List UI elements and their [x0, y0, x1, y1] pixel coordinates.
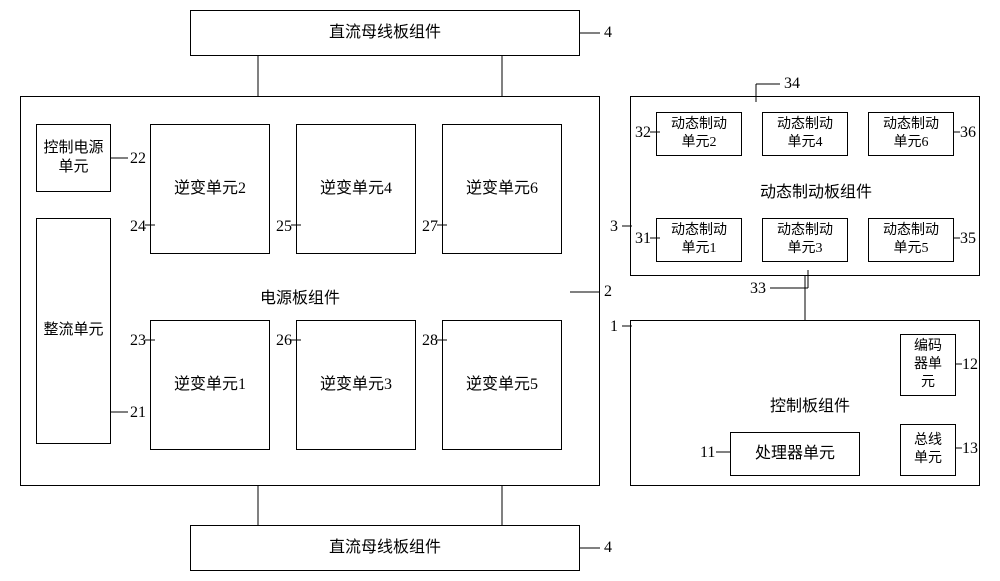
bus-unit: 总线 单元 — [900, 424, 956, 476]
rectifier-unit: 整流单元 — [36, 218, 111, 444]
inverter-1-label: 逆变单元1 — [174, 375, 246, 396]
ref-ctrl_board: 1 — [610, 318, 618, 336]
processor-unit-label: 处理器单元 — [755, 444, 835, 465]
inverter-3-label: 逆变单元3 — [320, 375, 392, 396]
encoder-unit: 编码 器单 元 — [900, 334, 956, 396]
db-unit-2: 动态制动 单元2 — [656, 112, 742, 156]
encoder-unit-label: 编码 器单 元 — [914, 338, 942, 393]
busbar-top-label: 直流母线板组件 — [329, 23, 441, 44]
ref-inv4: 26 — [276, 332, 292, 350]
ref-ctrl_ps: 22 — [130, 150, 146, 168]
inverter-6-label: 逆变单元6 — [466, 179, 538, 200]
inverter-2: 逆变单元2 — [150, 124, 270, 254]
ref-db5: 35 — [960, 230, 976, 248]
ref-dyn_board: 3 — [610, 218, 618, 236]
inverter-2-label: 逆变单元2 — [174, 179, 246, 200]
processor-unit: 处理器单元 — [730, 432, 860, 476]
ref-rectifier: 21 — [130, 404, 146, 422]
inverter-6: 逆变单元6 — [442, 124, 562, 254]
diagram-stage: 直流母线板组件 直流母线板组件 电源板组件 控制电源 单元 整流单元 逆变单元1… — [0, 0, 1000, 581]
db-unit-4: 动态制动 单元4 — [762, 112, 848, 156]
db-unit-4-label: 动态制动 单元4 — [777, 116, 833, 152]
ref-power_board: 2 — [604, 283, 612, 301]
busbar-top: 直流母线板组件 — [190, 10, 580, 56]
ref-inv6: 28 — [422, 332, 438, 350]
inverter-4-label: 逆变单元4 — [320, 179, 392, 200]
ref-bus: 13 — [962, 440, 978, 458]
ref-busbar_top: 4 — [604, 24, 612, 42]
inverter-5-label: 逆变单元5 — [466, 375, 538, 396]
ctrl-power-unit-label: 控制电源 单元 — [43, 139, 103, 178]
ref-busbar_bot: 4 — [604, 539, 612, 557]
inverter-4: 逆变单元4 — [296, 124, 416, 254]
db-unit-5: 动态制动 单元5 — [868, 218, 954, 262]
inverter-5: 逆变单元5 — [442, 320, 562, 450]
ref-encoder: 12 — [962, 356, 978, 374]
busbar-bottom: 直流母线板组件 — [190, 525, 580, 571]
db-unit-3: 动态制动 单元3 — [762, 218, 848, 262]
ref-inv5: 27 — [422, 218, 438, 236]
ref-db3: 33 — [750, 280, 766, 298]
db-unit-6: 动态制动 单元6 — [868, 112, 954, 156]
ref-inv3: 25 — [276, 218, 292, 236]
bus-unit-label: 总线 单元 — [914, 432, 942, 468]
ref-inv2: 24 — [130, 218, 146, 236]
db-unit-1-label: 动态制动 单元1 — [671, 222, 727, 258]
ref-proc: 11 — [700, 444, 715, 462]
ref-inv1: 23 — [130, 332, 146, 350]
db-unit-5-label: 动态制动 单元5 — [883, 222, 939, 258]
inverter-1: 逆变单元1 — [150, 320, 270, 450]
db-unit-2-label: 动态制动 单元2 — [671, 116, 727, 152]
ref-db2: 32 — [635, 124, 651, 142]
ref-db6: 36 — [960, 124, 976, 142]
ctrl-power-unit: 控制电源 单元 — [36, 124, 111, 192]
db-unit-3-label: 动态制动 单元3 — [777, 222, 833, 258]
inverter-3: 逆变单元3 — [296, 320, 416, 450]
dynamic-brake-board-label: 动态制动板组件 — [760, 178, 872, 202]
db-unit-6-label: 动态制动 单元6 — [883, 116, 939, 152]
ref-db1: 31 — [635, 230, 651, 248]
busbar-bottom-label: 直流母线板组件 — [329, 538, 441, 559]
control-board-label: 控制板组件 — [770, 392, 850, 416]
rectifier-unit-label: 整流单元 — [43, 321, 103, 341]
ref-db4: 34 — [784, 75, 800, 93]
power-board-label: 电源板组件 — [260, 284, 340, 308]
db-unit-1: 动态制动 单元1 — [656, 218, 742, 262]
